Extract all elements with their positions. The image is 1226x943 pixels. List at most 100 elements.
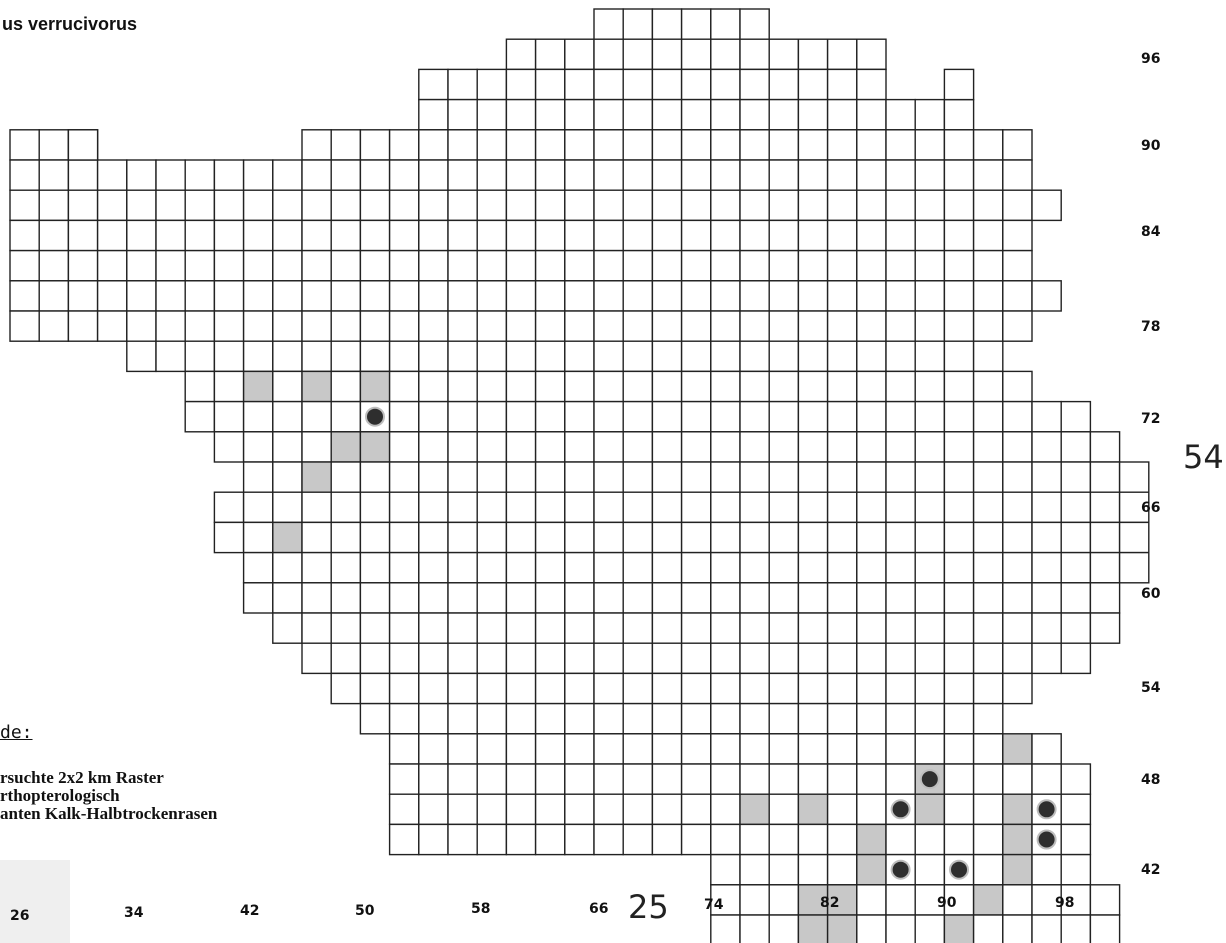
grid-cell [797, 189, 829, 222]
grid-cell [914, 491, 946, 524]
grid-cell [67, 159, 99, 191]
grid-cell [359, 249, 391, 282]
y-label-78: 78 [1141, 319, 1161, 335]
grid-cell [505, 68, 537, 101]
grid-cell [534, 793, 566, 826]
grid-cell [768, 68, 800, 101]
grid-cell [972, 551, 1004, 584]
grid-cell [680, 370, 712, 403]
grid-cell [155, 189, 186, 222]
grid-cell [651, 672, 683, 705]
grid-cell [447, 763, 478, 795]
grid-cell [476, 219, 508, 252]
grid-cell [797, 823, 829, 856]
grid-cell [301, 551, 332, 584]
grid-cell [1089, 582, 1121, 614]
grid-cell [330, 129, 362, 161]
grid-cell [505, 98, 537, 131]
grid-cell [447, 219, 478, 252]
grid-cell [1002, 884, 1033, 916]
grid-cell [564, 400, 595, 433]
grid-cell [564, 461, 595, 493]
sighting-dot [919, 769, 940, 790]
grid-cell [797, 370, 829, 403]
grid-cell [1031, 280, 1062, 312]
grid-cell [534, 702, 566, 735]
grid-cell [534, 370, 566, 403]
grid-cell [1060, 823, 1092, 856]
grid-cell [710, 340, 741, 373]
grid-cell [213, 159, 245, 191]
grid-cell [972, 400, 1004, 433]
grid-cell [680, 793, 712, 826]
grid-cell [330, 612, 362, 644]
grid-cell [213, 521, 245, 554]
grid-cell [126, 159, 157, 191]
grid-cell [418, 431, 449, 463]
grid-cell [155, 280, 186, 312]
grid-cell [739, 702, 770, 735]
grid-cell [476, 582, 508, 614]
grid-cell [651, 642, 683, 675]
grid-cell [564, 280, 595, 312]
x-label-58: 58 [471, 901, 491, 917]
grid-cell [359, 159, 391, 191]
grid-cell [768, 551, 800, 584]
grid-cell [1089, 431, 1121, 463]
x-label-42: 42 [240, 903, 260, 919]
grid-cell [680, 491, 712, 524]
grid-cell [943, 702, 975, 735]
grid-cell [330, 431, 362, 463]
grid-cell [476, 189, 508, 222]
grid-cell [564, 702, 595, 735]
grid-cell [943, 642, 975, 675]
grid-cell [622, 38, 654, 71]
grid-cell [768, 461, 800, 493]
grid-cell [651, 38, 683, 71]
grid-cell [710, 129, 741, 161]
grid-cell [622, 400, 654, 433]
grid-cell [739, 38, 770, 71]
grid-cell [972, 159, 1004, 191]
grid-cell [418, 280, 449, 312]
grid-cell [710, 491, 741, 524]
grid-cell [972, 642, 1004, 675]
grid-cell [885, 884, 916, 916]
grid-cell [1089, 521, 1121, 554]
grid-cell [272, 461, 303, 493]
grid-cell [330, 582, 362, 614]
grid-cell [1002, 400, 1033, 433]
grid-cell [213, 370, 245, 403]
grid-cell [213, 219, 245, 252]
grid-cell [710, 672, 741, 705]
grid-cell [885, 672, 916, 705]
grid-cell [388, 461, 420, 493]
grid-cell [359, 280, 391, 312]
grid-cell [67, 280, 99, 312]
grid-cell [680, 280, 712, 312]
grid-cell [1031, 853, 1062, 886]
grid-cell [1031, 582, 1062, 614]
grid-cell [856, 914, 887, 943]
grid-cell [651, 400, 683, 433]
grid-cell [359, 340, 391, 373]
legend-line-3: anten Kalk-Halbtrockenrasen [0, 804, 218, 823]
grid-cell [943, 98, 975, 131]
grid-cell [885, 612, 916, 644]
grid-cell [1002, 672, 1033, 705]
grid-cell [885, 159, 916, 191]
grid-cell [622, 612, 654, 644]
grid-cell [1031, 612, 1062, 644]
grid-cell [1118, 551, 1150, 584]
grid-cell [739, 884, 770, 916]
grid-cell [505, 702, 537, 735]
grid-cell [622, 461, 654, 493]
grid-cell [856, 98, 887, 131]
grid-cell [739, 340, 770, 373]
grid-cell [943, 612, 975, 644]
grid-cell [330, 551, 362, 584]
grid-cell [447, 672, 478, 705]
grid-cell [330, 340, 362, 373]
grid-cell [330, 400, 362, 433]
grid-cell [1002, 733, 1033, 765]
